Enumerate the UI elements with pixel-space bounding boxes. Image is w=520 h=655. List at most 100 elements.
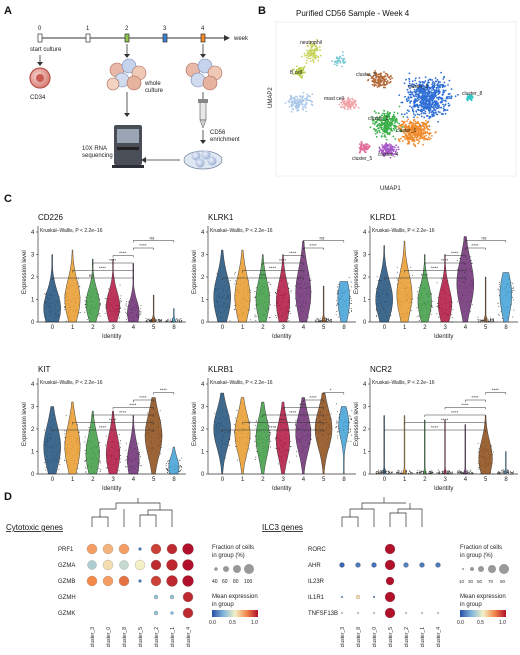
umap-point <box>391 147 393 150</box>
umap-point <box>395 150 397 153</box>
jitter-point <box>99 304 101 306</box>
x-tick-label: 1 <box>403 477 407 483</box>
umap-point <box>429 98 432 101</box>
umap-point <box>416 122 418 125</box>
jitter-point <box>337 435 339 437</box>
jitter-point <box>350 309 352 311</box>
jitter-point <box>169 319 171 321</box>
umap-point <box>419 89 421 91</box>
sig-bracket <box>383 277 466 280</box>
umap-point <box>418 127 421 130</box>
jitter-point <box>124 308 126 310</box>
violin-shape <box>295 397 312 475</box>
jitter-point <box>119 442 121 444</box>
umap-point <box>422 81 424 84</box>
sig-label: * <box>330 388 332 393</box>
umap-point <box>288 105 291 108</box>
jitter-point <box>488 320 490 322</box>
umap-point <box>444 104 446 106</box>
panel-c-label: C <box>4 193 12 205</box>
umap-point <box>379 76 382 79</box>
umap-point <box>292 101 294 104</box>
umap-point <box>314 40 316 43</box>
jitter-point <box>100 469 101 471</box>
umap-point <box>316 38 318 41</box>
umap-point <box>441 112 444 115</box>
tick-2: 2 <box>125 26 129 32</box>
umap-point <box>439 86 441 88</box>
umap-point <box>450 88 453 90</box>
jitter-point <box>512 296 514 298</box>
jitter-point <box>310 439 312 441</box>
jitter-point <box>397 469 399 471</box>
umap-point <box>401 120 403 123</box>
umap-point <box>383 109 385 112</box>
jitter-point <box>416 307 418 309</box>
jitter-point <box>498 283 500 285</box>
jitter-point <box>391 471 393 473</box>
jitter-point <box>125 449 127 451</box>
umap-point <box>373 85 376 87</box>
jitter-point <box>274 426 276 428</box>
jitter-point <box>156 319 158 321</box>
jitter-point <box>99 460 101 462</box>
umap-point <box>311 59 314 61</box>
jitter-point <box>330 319 332 321</box>
umap-point <box>439 111 441 114</box>
umap-point <box>364 146 367 149</box>
violin-shape <box>168 446 180 475</box>
umap-point <box>342 51 344 53</box>
jitter-point <box>478 319 480 321</box>
jitter-point <box>451 314 453 316</box>
umap-point <box>371 84 374 86</box>
umap-point <box>418 77 421 79</box>
jitter-point <box>275 448 277 450</box>
umap-point <box>336 62 339 65</box>
umap-point <box>342 54 344 57</box>
umap-point <box>424 93 426 96</box>
umap-point <box>434 131 437 134</box>
umap-point <box>378 146 381 149</box>
sig-label: **** <box>471 243 478 248</box>
jitter-point <box>296 455 298 457</box>
umap-point <box>444 109 447 112</box>
sig-bracket <box>303 247 324 250</box>
umap-point <box>420 101 423 104</box>
sig-label: ns <box>89 273 95 278</box>
umap-point <box>306 93 309 96</box>
sig-label: **** <box>289 410 296 415</box>
umap-point <box>384 125 387 127</box>
umap-point <box>426 121 429 124</box>
tick-4: 4 <box>201 26 205 32</box>
umap-point <box>425 88 428 91</box>
umap-point <box>387 127 390 130</box>
umap-point <box>302 69 304 72</box>
pipette-icon <box>198 99 208 129</box>
jitter-point <box>330 413 332 415</box>
umap-point <box>383 129 386 132</box>
sig-bracket <box>153 392 175 395</box>
umap-point <box>411 139 414 141</box>
umap-point <box>336 64 338 67</box>
umap-point <box>302 91 305 94</box>
jitter-point <box>275 439 277 441</box>
umap-point <box>383 147 386 150</box>
umap-point <box>444 112 447 115</box>
umap-point <box>331 60 333 62</box>
jitter-point <box>451 321 453 323</box>
umap-point <box>416 116 419 119</box>
umap-point <box>284 102 287 104</box>
umap-point <box>417 139 419 142</box>
jitter-point <box>119 446 121 448</box>
jitter-point <box>391 473 393 475</box>
umap-point <box>443 105 445 108</box>
jitter-point <box>180 465 182 467</box>
umap-point <box>412 129 415 132</box>
jitter-point <box>59 458 61 460</box>
umap-point <box>436 78 439 81</box>
umap-point <box>422 143 424 146</box>
umap-point <box>395 148 398 151</box>
umap-point <box>381 114 383 117</box>
jitter-point <box>336 431 338 433</box>
umap-point <box>384 84 387 86</box>
